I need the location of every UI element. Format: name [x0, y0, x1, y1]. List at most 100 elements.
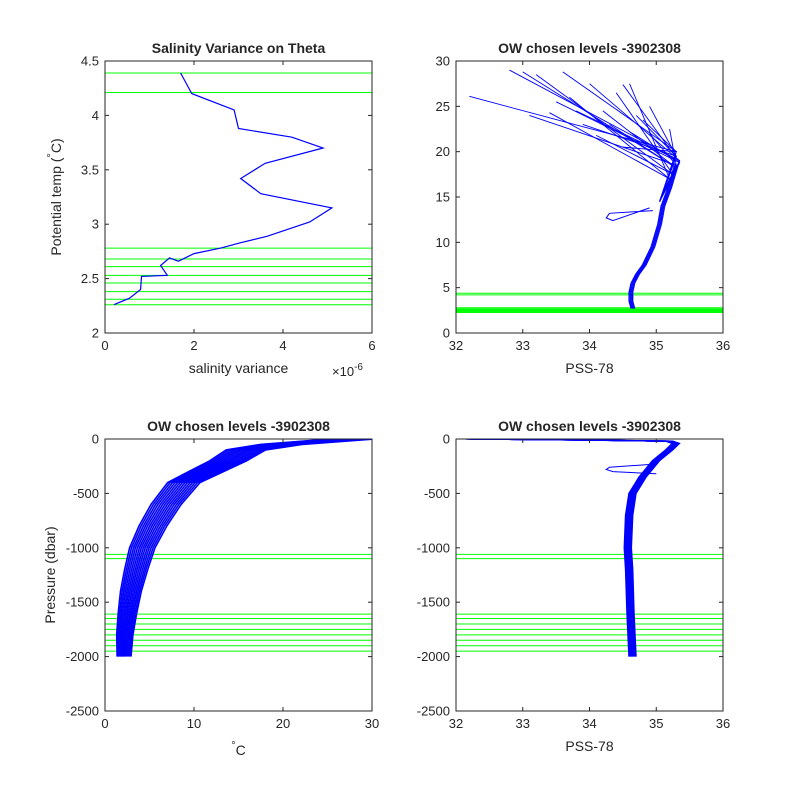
y-tick-label: -2000 — [66, 649, 99, 664]
chart-ow-salinity-pressure: 32 33 34 35 36 -2500 -2000 -1500 -1000 -500 0 OW ch… — [417, 418, 730, 754]
series-line — [622, 146, 677, 202]
x-tick-label: 32 — [449, 716, 463, 731]
axes-box — [455, 60, 724, 334]
y-tick-label: 30 — [436, 54, 450, 69]
x-tick-label: 35 — [649, 716, 663, 731]
series-line — [472, 439, 681, 657]
series-line — [115, 439, 331, 657]
x-tick-label: 33 — [516, 716, 530, 731]
y-tick-label: 0 — [443, 432, 450, 447]
series-line — [119, 439, 341, 657]
y-axis-label: Pressure (dbar) — [42, 526, 58, 623]
x-tick-label: 0 — [101, 338, 108, 353]
series-line — [118, 439, 338, 657]
series-line — [120, 439, 345, 657]
inversion-line — [605, 207, 653, 222]
degree-symbol: ° — [231, 740, 235, 752]
series-line — [121, 439, 348, 657]
inversion-line — [605, 463, 657, 475]
series-line — [130, 439, 372, 657]
x-tick-label: 6 — [368, 338, 375, 353]
series-line — [127, 439, 365, 657]
y-tick-label: -2500 — [66, 704, 99, 719]
series-line — [122, 439, 351, 657]
series-line — [124, 439, 358, 657]
degree-symbol: ° — [46, 153, 58, 157]
x-tick-label: 35 — [649, 338, 663, 353]
y-tick-label: 15 — [436, 190, 450, 205]
y-tick-label: 0 — [443, 326, 450, 341]
y-tick-label: 25 — [436, 99, 450, 114]
y-tick-label: 4.5 — [81, 54, 99, 69]
series-line — [113, 72, 334, 306]
series-line — [609, 124, 677, 202]
unit-label: C — [236, 742, 246, 758]
y-tick-label: -1000 — [66, 540, 99, 555]
unit-label: C) — [48, 138, 64, 153]
y-label-text: Potential temp ( — [48, 157, 64, 255]
y-tick-label: -1500 — [66, 595, 99, 610]
series-line — [117, 439, 334, 657]
series-line — [630, 165, 677, 309]
exponent-base: ×10 — [332, 364, 354, 379]
chart-ow-salinity-theta: 32 33 34 35 36 0 5 10 15 20 25 30 OW chosen levels -… — [436, 40, 731, 376]
series-line — [631, 165, 678, 309]
y-tick-label: -2500 — [417, 704, 450, 719]
chart-ow-temperature-pressure: 0 10 20 30 -2500 -2000 -1500 -1000 -500 0 OW chose… — [42, 418, 379, 758]
y-tick-label: 2 — [92, 326, 99, 341]
y-tick-label: 20 — [436, 144, 450, 159]
x-tick-label: 36 — [716, 338, 730, 353]
x-tick-label: 0 — [101, 716, 108, 731]
y-tick-label: 3.5 — [81, 162, 99, 177]
y-tick-label: -2000 — [417, 649, 450, 664]
series-line — [129, 439, 372, 657]
axes-box — [455, 438, 724, 712]
y-tick-label: -500 — [424, 486, 450, 501]
chart-title: OW chosen levels -3902308 — [498, 418, 681, 434]
series-line — [628, 165, 675, 309]
x-tick-label: 2 — [190, 338, 197, 353]
x-axis-label: °C — [231, 740, 246, 758]
plot-area — [105, 72, 372, 306]
y-tick-label: 3 — [92, 217, 99, 232]
chart-title: Salinity Variance on Theta — [152, 40, 326, 56]
plot-area — [456, 439, 723, 657]
series-line — [123, 439, 355, 657]
series-line — [629, 165, 676, 309]
x-tick-label: 30 — [365, 716, 379, 731]
y-tick-label: 0 — [92, 432, 99, 447]
x-tick-label: 4 — [279, 338, 286, 353]
series-line — [649, 106, 677, 202]
y-tick-label: 4 — [92, 108, 99, 123]
plot-area — [105, 439, 372, 657]
x-tick-label: 33 — [516, 338, 530, 353]
y-tick-label: -1000 — [417, 540, 450, 555]
x-axis-label: PSS-78 — [565, 360, 613, 376]
x-exponent-label: ×10-6 — [332, 362, 363, 379]
y-tick-label: 10 — [436, 235, 450, 250]
series-line — [125, 439, 362, 657]
chart-title: OW chosen levels -3902308 — [498, 40, 681, 56]
series-line — [629, 131, 681, 202]
x-axis-label: PSS-78 — [565, 738, 613, 754]
x-tick-label: 36 — [716, 716, 730, 731]
y-tick-label: 5 — [443, 280, 450, 295]
plot-area — [456, 69, 723, 314]
x-axis-label: salinity variance — [189, 360, 289, 376]
axes-box — [104, 438, 373, 712]
y-axis-label: Potential temp (°C) — [46, 138, 64, 255]
chart-title: OW chosen levels -3902308 — [147, 418, 330, 434]
y-tick-label: -500 — [73, 486, 99, 501]
series-line — [630, 165, 678, 309]
axes-box — [104, 60, 373, 334]
series-line — [659, 128, 677, 202]
x-tick-label: 34 — [582, 338, 596, 353]
x-tick-label: 32 — [449, 338, 463, 353]
x-tick-label: 10 — [187, 716, 201, 731]
series-line — [128, 439, 368, 657]
y-tick-label: 2.5 — [81, 271, 99, 286]
y-tick-label: -1500 — [417, 595, 450, 610]
x-tick-label: 20 — [276, 716, 290, 731]
